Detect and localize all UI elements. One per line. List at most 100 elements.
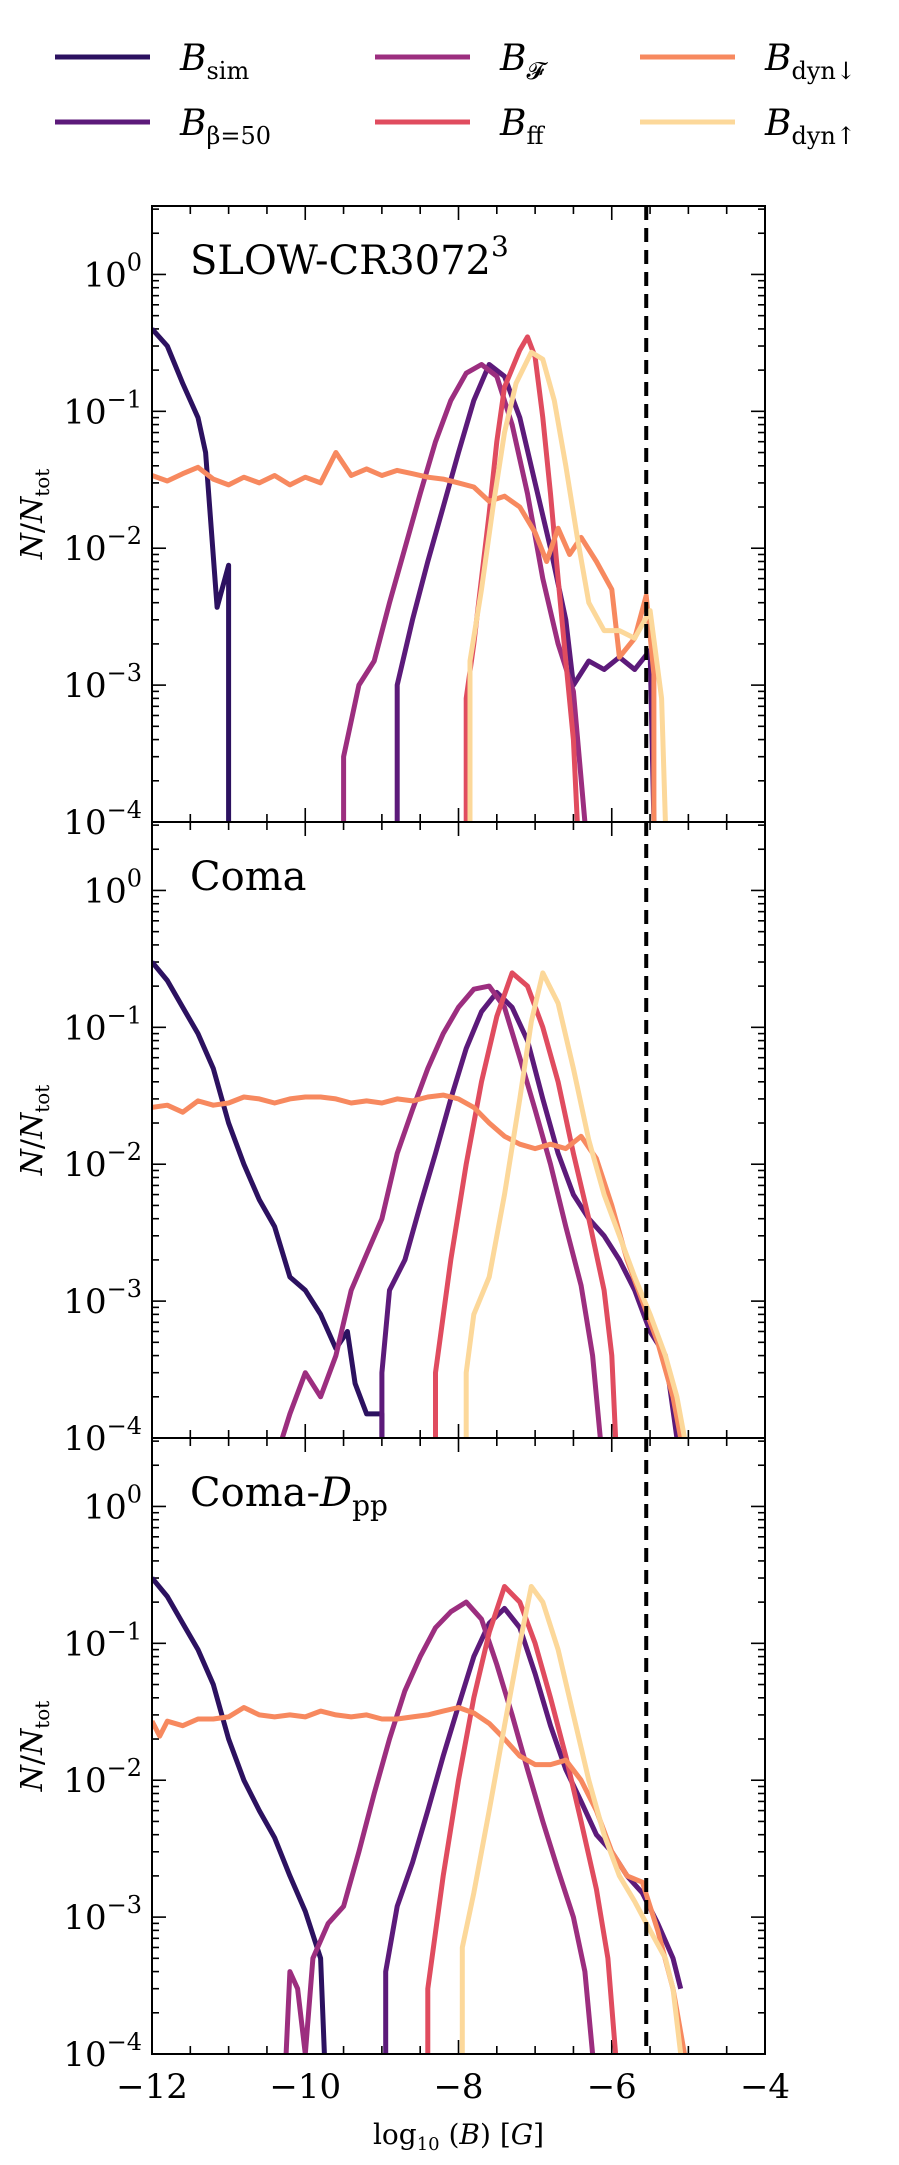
x-tick-label: −12 <box>116 2067 188 2107</box>
x-axis-label-bracket: ) [ <box>480 2118 511 2151</box>
y-tick-label: 10−4 <box>63 1412 142 1459</box>
series-line-F <box>279 983 603 1438</box>
series-line-dyndown <box>152 450 657 822</box>
y-tick-label-base: 10 <box>63 1624 106 1664</box>
y-tick-label-base: 10 <box>63 1145 106 1185</box>
series-line-beta <box>379 989 680 1438</box>
y-tick-label: 100 <box>83 864 142 911</box>
y-axis-label-sub: tot <box>30 1085 54 1113</box>
series-group <box>152 1576 687 2054</box>
legend-label-main: B <box>499 103 526 144</box>
legend-label-main: B <box>179 38 206 79</box>
y-tick-label-exp: −1 <box>107 1001 142 1029</box>
legend-label-dynup: Bdyn↑ <box>764 103 856 150</box>
x-axis-label-b: B <box>458 2118 480 2151</box>
series-line-dyndown <box>152 1705 687 2054</box>
legend-label-sub: sim <box>206 57 249 85</box>
legend-label-ff: Bff <box>499 103 545 150</box>
series-line-beta <box>394 362 657 822</box>
y-tick-label-base: 10 <box>63 1419 106 1459</box>
legend-entry-beta: Bβ=50 <box>55 103 271 150</box>
y-tick-label: 10−4 <box>63 2028 142 2075</box>
x-axis-label-paren: ( <box>440 2118 460 2151</box>
y-tick-label-base: 10 <box>63 392 106 432</box>
legend-entry-ff: Bff <box>375 103 545 150</box>
series-group <box>152 960 687 1438</box>
legend-label-main: B <box>179 103 206 144</box>
y-axis-label-slash: / <box>15 1138 50 1149</box>
legend-label-beta: Bβ=50 <box>179 103 271 150</box>
y-tick-label: 100 <box>83 248 142 295</box>
y-tick-label-exp: −2 <box>107 1138 142 1166</box>
legend-label-main: B <box>499 38 526 79</box>
y-tick-label: 10−1 <box>63 385 142 432</box>
legend-label-sim: Bsim <box>179 38 249 85</box>
y-axis-label-n: N <box>15 531 50 560</box>
panel-frame <box>151 821 766 1439</box>
y-tick-label-base: 10 <box>63 803 106 843</box>
y-axis-label-n: N <box>15 1763 50 1792</box>
legend-label-main: B <box>764 103 791 144</box>
legend-entry-sim: Bsim <box>55 38 249 85</box>
legend-label-F: B𝓕 <box>499 38 548 85</box>
y-tick-label-base: 10 <box>63 1898 106 1938</box>
panel-title: SLOW-CR30723 <box>190 230 509 284</box>
y-axis-label-slash: / <box>15 522 50 533</box>
panels: 10010−110−210−310−4SLOW-CR30723N/Ntot100… <box>15 205 766 2075</box>
y-tick-label: 10−3 <box>63 1275 142 1322</box>
panel-title-sup: 3 <box>491 230 509 263</box>
series-line-dynup <box>467 349 668 822</box>
x-axis-label-close: ] <box>533 2118 544 2151</box>
series-line-sim <box>152 327 232 822</box>
series-line-dyndown <box>152 1092 684 1438</box>
y-tick-label-base: 10 <box>83 871 126 911</box>
legend-label-sub: 𝓕 <box>526 57 548 85</box>
y-axis-label-sub: tot <box>30 469 54 497</box>
y-tick-label-exp: 0 <box>127 248 142 276</box>
legend-label-sub: dyn↑ <box>791 122 856 150</box>
panel-frame <box>151 205 766 823</box>
series-line-sim <box>152 960 385 1438</box>
panel-title: Coma-Dpp <box>190 1470 388 1522</box>
x-tick-label: −4 <box>740 2067 790 2107</box>
panel-title-text: Coma- <box>190 1470 320 1516</box>
x-axis-label-sub: 10 <box>417 2134 440 2155</box>
series-line-dynup <box>463 970 687 1438</box>
y-axis-label-sub: tot <box>30 1701 54 1729</box>
y-tick-label-exp: 0 <box>127 864 142 892</box>
series-line-beta <box>383 1605 684 2054</box>
legend-label-main: B <box>764 38 791 79</box>
y-tick-label-exp: 0 <box>127 1480 142 1508</box>
legend-label-dyndown: Bdyn↓ <box>764 38 856 85</box>
series-line-F <box>283 1599 596 2054</box>
y-tick-label: 10−1 <box>63 1001 142 1048</box>
y-tick-label-exp: −2 <box>107 1754 142 1782</box>
y-axis-label-n2: N <box>15 1727 50 1756</box>
y-tick-label-exp: −3 <box>107 1891 142 1919</box>
y-tick-label-exp: −3 <box>107 659 142 687</box>
legend-label-sub: ff <box>526 122 545 150</box>
series-line-ff <box>425 1584 619 2054</box>
y-tick-label-exp: −4 <box>107 1412 142 1440</box>
y-tick-label-base: 10 <box>63 2035 106 2075</box>
y-tick-label-exp: −3 <box>107 1275 142 1303</box>
y-tick-label-base: 10 <box>83 255 126 295</box>
x-axis-label-g: G <box>511 2118 533 2151</box>
y-axis-label-slash: / <box>15 1754 50 1765</box>
axis-labels: −12 −10 −8 −6 −4 log10 (B) [G] <box>116 2067 790 2155</box>
y-tick-label: 10−2 <box>63 1138 142 1185</box>
y-tick-label-exp: −1 <box>107 1617 142 1645</box>
y-tick-label-base: 10 <box>83 1487 126 1527</box>
y-tick-label-base: 10 <box>63 1761 106 1801</box>
legend-label-sub: β=50 <box>206 122 271 150</box>
panel-frame <box>151 1437 766 2055</box>
series-line-sim <box>152 1576 327 2054</box>
series-line-F <box>341 362 588 822</box>
y-tick-label-base: 10 <box>63 1008 106 1048</box>
y-tick-label: 10−4 <box>63 796 142 843</box>
y-tick-label-exp: −2 <box>107 522 142 550</box>
legend-label-sub: dyn↓ <box>791 57 856 85</box>
y-axis-label: N/Ntot <box>15 1085 54 1177</box>
